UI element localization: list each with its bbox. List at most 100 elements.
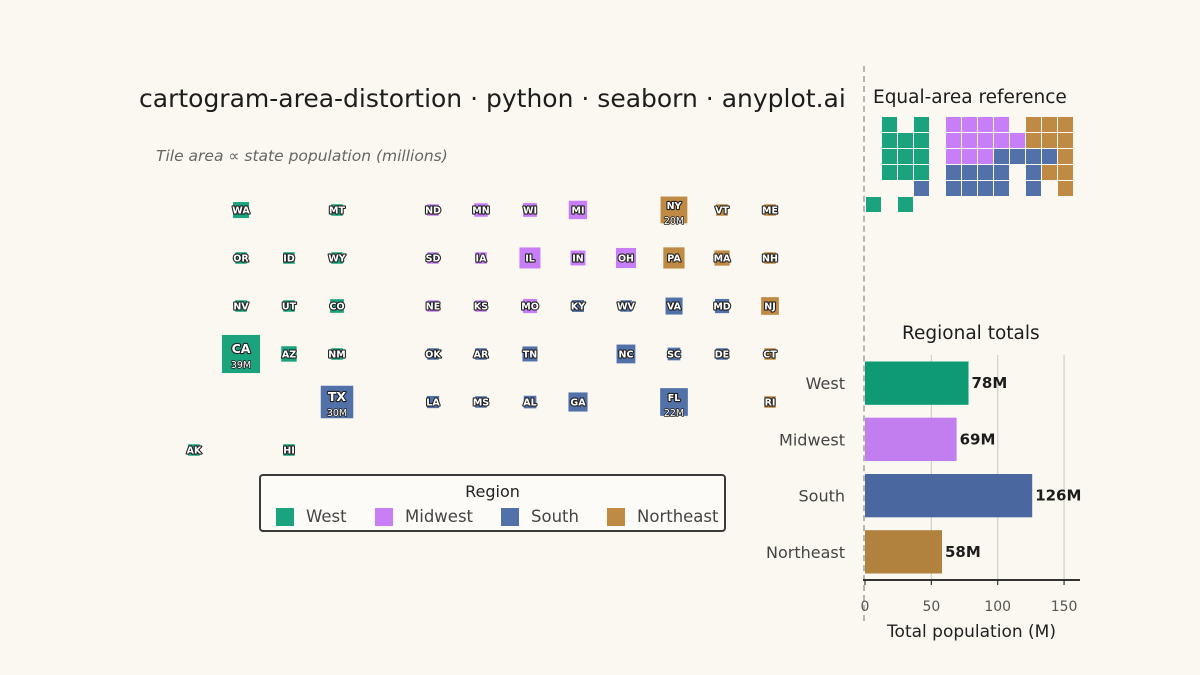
state-tile-rect <box>473 298 489 314</box>
state-abbr-label: MN <box>472 205 489 216</box>
reference-cell-south <box>1026 181 1041 196</box>
category-label: Northeast <box>766 543 845 562</box>
state-tile-rect <box>762 250 778 266</box>
state-tile-ga: GA <box>566 390 590 414</box>
reference-cell-northeast <box>1058 117 1073 132</box>
bar-value-label: 78M <box>972 374 1008 392</box>
state-abbr-label: OK <box>425 349 441 360</box>
reference-cell-midwest <box>962 133 977 148</box>
page-subtitle: Tile area ∝ state population (millions) <box>156 147 448 165</box>
state-tile-rect <box>713 297 731 315</box>
state-abbr-label: AK <box>187 445 202 456</box>
legend-item-west: West <box>276 507 375 526</box>
reference-cell-midwest <box>994 133 1009 148</box>
state-tile-rect <box>658 386 690 418</box>
state-tile-rect <box>425 346 441 362</box>
state-abbr-label: KY <box>571 301 585 312</box>
state-abbr-label: VT <box>715 205 729 216</box>
state-abbr-label: NY <box>667 201 682 212</box>
reference-cell-south <box>1010 149 1025 164</box>
state-population-label: 22M <box>664 408 684 419</box>
state-tile-rect <box>762 394 778 410</box>
bar-value-label: 58M <box>945 543 981 561</box>
state-tile-tn: TN <box>520 344 539 363</box>
state-tile-al: AL <box>522 394 538 410</box>
reference-cell-west <box>898 149 913 164</box>
state-abbr-label: MT <box>329 205 345 216</box>
legend-item-midwest: Midwest <box>375 507 501 526</box>
state-tile-nd: ND <box>424 202 442 217</box>
state-abbr-label: SD <box>426 253 441 264</box>
x-tick-label: 100 <box>984 599 1011 615</box>
reference-cell-south <box>1042 149 1057 164</box>
state-abbr-label: AL <box>523 397 536 408</box>
reference-cell-midwest <box>978 149 993 164</box>
state-tile-rect <box>570 298 586 314</box>
state-tile-rect <box>714 202 730 218</box>
reference-cell-south <box>994 149 1009 164</box>
state-tile-rect <box>329 346 345 362</box>
state-abbr-label: WV <box>617 301 635 312</box>
state-abbr-label: RI <box>765 397 776 408</box>
state-abbr-label: NV <box>233 301 249 312</box>
reference-cell-midwest <box>962 117 977 132</box>
state-tile-mt: MT <box>328 202 347 217</box>
cartogram-map: WA MT ND MN WI MI NY 20M VT ME OR ID WY SD IA IL IN OH PA M… <box>186 195 781 457</box>
state-abbr-label: NC <box>619 349 634 360</box>
reference-cell-midwest <box>946 149 961 164</box>
reference-cell-south <box>978 165 993 180</box>
state-tile-ri: RI <box>762 394 778 410</box>
state-tile-rect <box>473 394 489 410</box>
state-abbr-label: NJ <box>764 301 776 312</box>
category-label: West <box>806 374 845 393</box>
bar-chart-title: Regional totals <box>902 323 1040 344</box>
legend-label: Midwest <box>405 507 474 526</box>
reference-cell-south <box>946 165 961 180</box>
state-tile-wi: WI <box>521 201 539 219</box>
state-tile-va: VA <box>664 296 685 317</box>
legend-item-northeast: Northeast <box>607 507 727 526</box>
state-tile-nh: NH <box>761 250 779 266</box>
state-tile-ca: CA 39M <box>220 333 262 375</box>
state-abbr-label: IN <box>572 253 584 264</box>
state-tile-il: IL <box>517 245 542 270</box>
reference-cell-midwest <box>946 133 961 148</box>
reference-cell-west <box>882 133 897 148</box>
state-tile-nm: NM <box>327 346 347 362</box>
reference-cell-south <box>1026 165 1041 180</box>
legend-item-south: South <box>501 507 607 526</box>
state-tile-rect <box>520 344 539 363</box>
state-tile-rect <box>281 250 297 266</box>
state-tile-rect <box>473 250 489 266</box>
state-tile-ia: IA <box>473 250 489 266</box>
state-tile-tx: TX 30M <box>319 384 355 420</box>
state-tile-hi: HI <box>281 442 297 457</box>
reference-cell-northeast <box>1058 133 1073 148</box>
state-abbr-label: DE <box>715 349 729 360</box>
reference-cell-south <box>978 181 993 196</box>
reference-cell-south <box>962 165 977 180</box>
reference-cell-northeast <box>1058 181 1073 196</box>
reference-cell-west <box>914 149 929 164</box>
state-tile-rect <box>714 346 730 362</box>
state-tile-ky: KY <box>570 298 586 314</box>
state-tile-co: CO <box>328 297 346 315</box>
state-abbr-label: CT <box>763 349 777 360</box>
state-tile-rect <box>762 202 778 218</box>
state-abbr-label: NH <box>762 253 778 264</box>
state-tile-id: ID <box>281 250 297 266</box>
state-tile-rect <box>279 344 299 364</box>
state-tile-sd: SD <box>425 250 442 265</box>
state-tile-ak: AK <box>186 442 203 457</box>
equal-area-grid <box>866 117 1073 212</box>
legend-items: West Midwest South Northeast <box>276 507 727 526</box>
state-abbr-label: MS <box>473 397 489 408</box>
state-abbr-label: SC <box>667 349 681 360</box>
state-abbr-label: KS <box>474 301 488 312</box>
legend-label: West <box>306 507 347 526</box>
state-abbr-label: CO <box>329 301 344 312</box>
state-tile-mn: MN <box>471 201 491 219</box>
state-tile-rect <box>569 249 587 267</box>
state-tile-sc: SC <box>666 346 682 362</box>
reference-cell-northeast <box>1042 133 1057 148</box>
